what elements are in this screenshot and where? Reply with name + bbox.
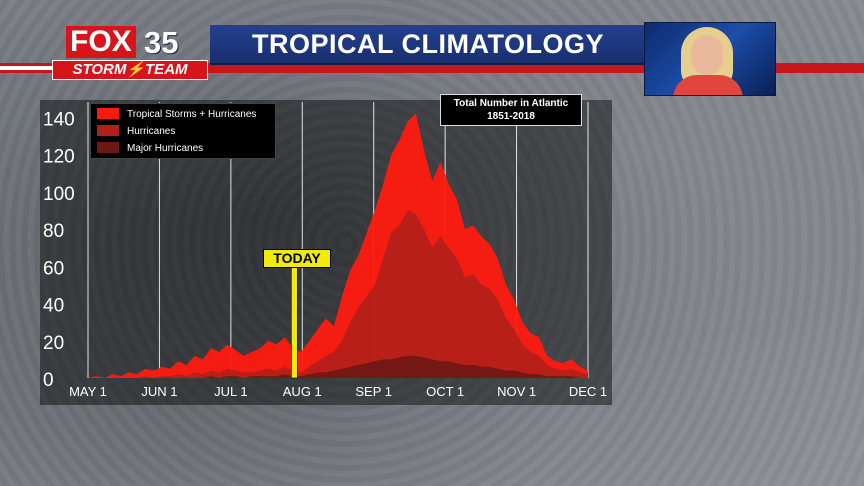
area-major-hurricanes: [88, 355, 588, 378]
chart-legend: Tropical Storms + Hurricanes Hurricanes …: [90, 103, 276, 159]
header-red-stripe: [0, 63, 864, 73]
fox35-storm-team-logo: FOX 35 STORM⚡TEAM: [52, 24, 208, 80]
legend-swatch-hurricanes: [97, 125, 119, 136]
legend-item-tropical-storms: Tropical Storms + Hurricanes: [97, 107, 256, 123]
x-tick-label-aug-1: AUG 1: [283, 384, 322, 399]
page-title: TROPICAL CLIMATOLOGY: [252, 29, 604, 59]
legend-item-hurricanes: Hurricanes: [97, 124, 175, 140]
title-bar: TROPICAL CLIMATOLOGY: [210, 25, 646, 65]
presenter-video-inset: [644, 22, 776, 96]
info-box: Total Number in Atlantic 1851-2018: [440, 94, 582, 126]
climatology-chart: 0 20 40 60 80 100 120 140 MAY 1 JUN 1 JUL 1 AUG 1 SE…: [40, 94, 612, 405]
legend-label-tropical-storms: Tropical Storms + Hurricanes: [127, 109, 257, 120]
info-years: 1851-2018: [487, 111, 535, 122]
logo-fox-text: FOX: [66, 26, 136, 58]
y-tick-label-60: 60: [43, 258, 64, 279]
legend-label-hurricanes: Hurricanes: [127, 126, 176, 137]
logo-channel-number: 35: [144, 25, 179, 60]
today-marker-line: [290, 262, 298, 379]
x-tick-label-nov-1: NOV 1: [497, 384, 536, 399]
y-tick-label-40: 40: [43, 296, 64, 317]
y-tick-label-140: 140: [43, 109, 75, 130]
x-tick-label-jun-1: JUN 1: [141, 384, 177, 399]
legend-item-major-hurricanes: Major Hurricanes: [97, 141, 203, 157]
x-tick-label-sep-1: SEP 1: [355, 384, 392, 399]
x-tick-label-jul-1: JUL 1: [214, 384, 247, 399]
x-tick-label-oct-1: OCT 1: [426, 384, 464, 399]
legend-swatch-major-hurricanes: [97, 142, 119, 153]
header-white-stripe: [0, 66, 60, 70]
logo-storm-team: STORM⚡TEAM: [52, 60, 208, 80]
presenter-body: [673, 75, 743, 95]
x-tick-label-dec-1: DEC 1: [569, 384, 607, 399]
legend-swatch-tropical-storms: [97, 108, 119, 119]
x-tick-label-may-1: MAY 1: [69, 384, 107, 399]
y-tick-label-120: 120: [43, 147, 75, 168]
info-title: Total Number in Atlantic: [453, 98, 569, 109]
area-hurricanes: [88, 210, 588, 378]
y-tick-label-80: 80: [43, 221, 64, 242]
legend-label-major-hurricanes: Major Hurricanes: [127, 143, 204, 154]
presenter-face: [691, 35, 723, 75]
today-marker-label: TODAY: [263, 249, 331, 268]
y-tick-label-100: 100: [43, 184, 75, 205]
chart-plot: 0 20 40 60 80 100 120 140 MAY 1 JUN 1 JUL 1 AUG 1 SE…: [43, 102, 607, 399]
y-tick-label-0: 0: [43, 370, 54, 391]
y-tick-label-20: 20: [43, 333, 64, 354]
